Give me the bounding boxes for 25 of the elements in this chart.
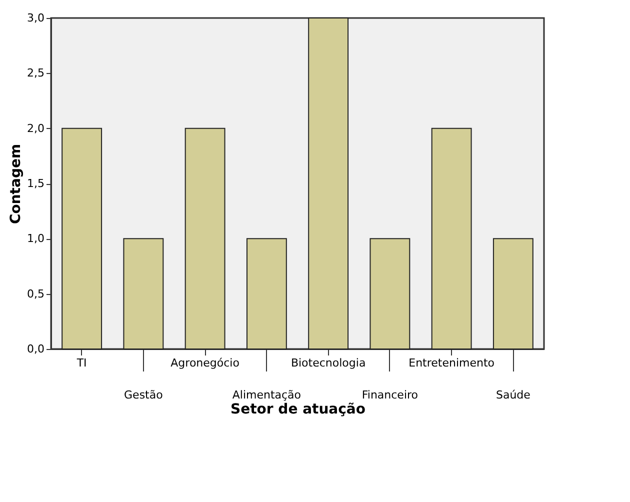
y-tick-label: 1,0 [27, 232, 44, 246]
x-tick-label: Biotecnologia [290, 356, 366, 370]
bar [370, 238, 410, 350]
x-tick-label: Financeiro [362, 388, 418, 402]
y-tick-label: 2,0 [27, 122, 44, 135]
x-tick-label: Saúde [496, 388, 531, 402]
y-tick-label: 0,5 [27, 287, 44, 300]
bar [246, 238, 287, 350]
x-tick-label: TI [76, 356, 87, 370]
x-tick-label: Agronegócio [170, 356, 240, 370]
y-tick-label: 2,5 [27, 66, 44, 80]
y-tick-label: 3,0 [27, 12, 44, 24]
x-axis-title: Setor de atuação [230, 402, 366, 418]
x-tick-label: Gestão [124, 388, 164, 402]
bar [492, 238, 534, 350]
y-tick-label: 0,0 [27, 342, 44, 356]
y-tick-label: 1,5 [27, 177, 44, 190]
bar [308, 18, 349, 350]
x-tick-label: Entretenimento [408, 356, 495, 370]
y-axis-title: Contagem [8, 144, 24, 224]
x-tick-label: Alimentação [232, 388, 302, 402]
bar [184, 128, 226, 350]
bar [123, 238, 164, 350]
bar [431, 128, 472, 350]
bar [62, 128, 102, 350]
